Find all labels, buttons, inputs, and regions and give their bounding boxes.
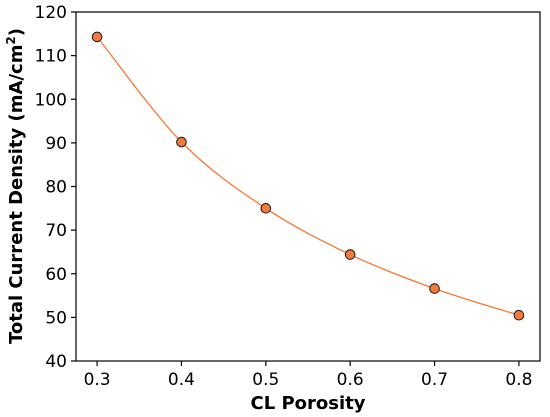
x-tick-label: 0.5	[252, 370, 279, 390]
y-axis-label-superscript: 2	[4, 36, 18, 44]
data-point-0.3	[91, 31, 103, 43]
y-tick-label: 50	[45, 308, 67, 328]
plot-area-frame	[75, 11, 541, 362]
x-tick-label: 0.8	[505, 370, 532, 390]
data-point-0.5	[260, 203, 272, 214]
y-tick-label: 60	[45, 265, 67, 285]
y-axis-label-main: Total Current Density (mA/cm	[6, 45, 27, 344]
y-axis-label: Total Current Density (mA/cm2)	[4, 28, 27, 344]
data-points	[91, 31, 525, 321]
x-tick-label: 0.3	[84, 370, 111, 390]
y-tick-label: 120	[35, 3, 67, 23]
y-tick-label: 40	[45, 352, 67, 372]
data-point-0.8	[513, 309, 525, 321]
data-point-0.4	[176, 136, 187, 148]
x-axis-label: CL Porosity	[251, 393, 366, 414]
y-tick-label: 90	[45, 134, 67, 154]
y-axis-label-end: )	[6, 28, 27, 36]
x-tick-label: 0.4	[168, 370, 195, 390]
x-tick-label: 0.6	[337, 370, 364, 390]
y-tick-label: 110	[35, 47, 67, 67]
x-axis-ticks: 0.3 0.4 0.5 0.6 0.7 0.8	[84, 361, 532, 390]
data-point-0.7	[429, 283, 440, 294]
y-tick-label: 80	[45, 178, 67, 198]
y-axis-ticks: 40 50 60 70 80 90 100 110 120	[35, 3, 76, 372]
y-tick-label: 70	[45, 221, 67, 241]
y-tick-label: 100	[35, 90, 67, 110]
series-line	[96, 36, 520, 316]
x-tick-label: 0.7	[421, 370, 448, 390]
data-point-0.6	[344, 249, 356, 260]
